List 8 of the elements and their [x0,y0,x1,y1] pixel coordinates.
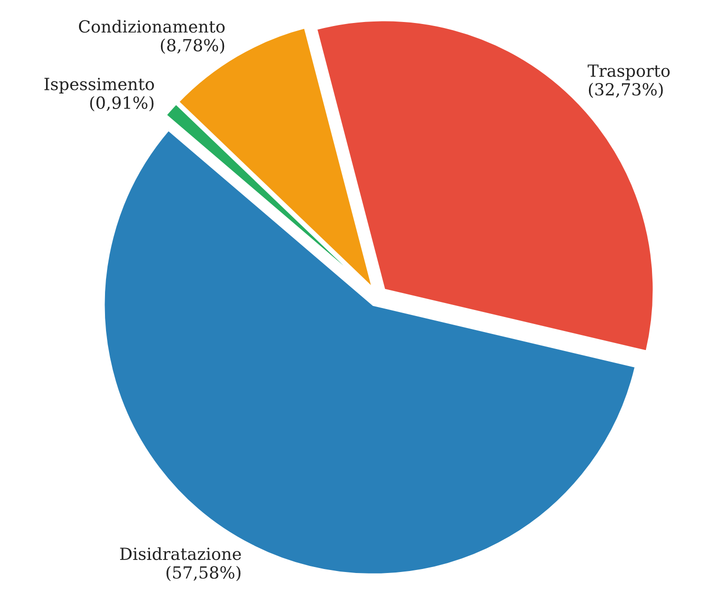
data-label: (8,78%) [160,38,224,54]
data-label: (57,58%) [166,566,240,582]
slice-label: Ispessimento [44,78,154,94]
data-label: (0,91%) [90,96,154,112]
slice-label: Disidratazione [120,547,241,560]
data-label: (32,73%) [588,82,663,98]
slice-label: Trasporto [588,64,670,80]
slice-label: Condizionamento [78,20,225,33]
